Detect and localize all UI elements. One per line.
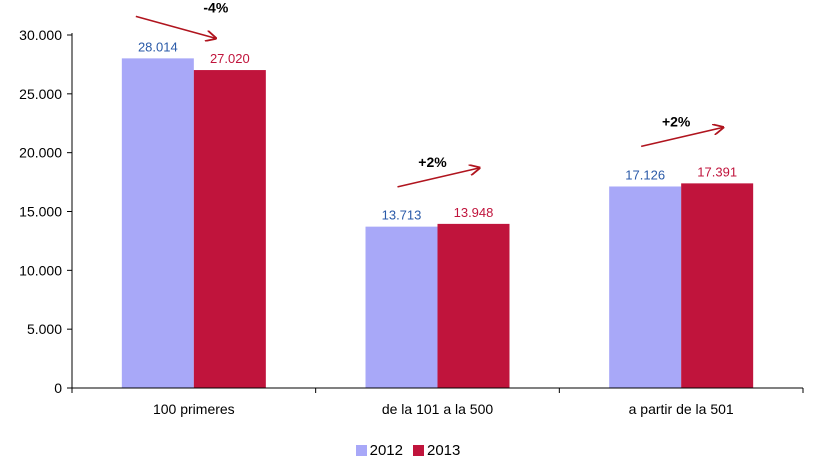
- y-tick-label: 15.000: [19, 204, 62, 220]
- x-category-label: 100 primeres: [153, 401, 235, 417]
- bar-chart: 0 5.000 10.000 15.000 20.000 25.000 30.000 28.…: [19, 0, 804, 417]
- y-tick-label: 0: [54, 380, 62, 396]
- y-tick-label: 10.000: [19, 262, 62, 278]
- legend-item-2012: 2012: [355, 442, 403, 459]
- x-axis-categories: 100 primeres de la 101 a la 500 a partir d…: [71, 387, 804, 417]
- y-tick-label: 20.000: [19, 145, 62, 161]
- change-annotation: +2%: [418, 154, 447, 170]
- y-tick-label: 5.000: [27, 321, 62, 337]
- change-annotation: +2%: [662, 113, 691, 129]
- legend-item-2013: 2013: [413, 442, 460, 459]
- change-annotation: -4%: [203, 0, 228, 15]
- data-label-2013: 17.391: [697, 164, 737, 179]
- y-tick-label: 25.000: [19, 86, 62, 102]
- data-label-2013: 27.020: [210, 51, 250, 66]
- bar-2013: [437, 223, 510, 388]
- change-arrow: [397, 168, 480, 188]
- change-annotations: -4% +2% +2%: [135, 0, 723, 188]
- x-category-label: de la 101 a la 500: [382, 401, 494, 417]
- legend-label-2012: 2012: [369, 442, 403, 459]
- bar-2013: [681, 183, 754, 388]
- data-label-2012: 13.713: [382, 208, 422, 223]
- legend-label-2013: 2013: [427, 442, 461, 459]
- bar-2012: [609, 186, 682, 388]
- data-label-2013: 13.948: [454, 205, 494, 220]
- data-labels: 28.014 27.020 13.713 13.948 17.126 17.391: [138, 39, 737, 222]
- y-axis: 0 5.000 10.000 15.000 20.000 25.000 30.000: [19, 27, 73, 396]
- change-arrow: [135, 15, 216, 38]
- data-label-2012: 17.126: [625, 167, 665, 182]
- bar-2012: [365, 226, 438, 388]
- legend-swatch-2012: [355, 445, 367, 456]
- legend-swatch-2013: [413, 445, 424, 456]
- bars: [121, 58, 754, 389]
- change-arrow: [640, 127, 723, 148]
- legend: 2012 2013: [0, 442, 816, 459]
- x-category-label: a partir de la 501: [629, 401, 734, 417]
- y-tick-label: 30.000: [19, 27, 62, 43]
- bar-2013: [193, 70, 266, 388]
- data-label-2012: 28.014: [138, 39, 178, 54]
- bar-2012: [121, 58, 194, 389]
